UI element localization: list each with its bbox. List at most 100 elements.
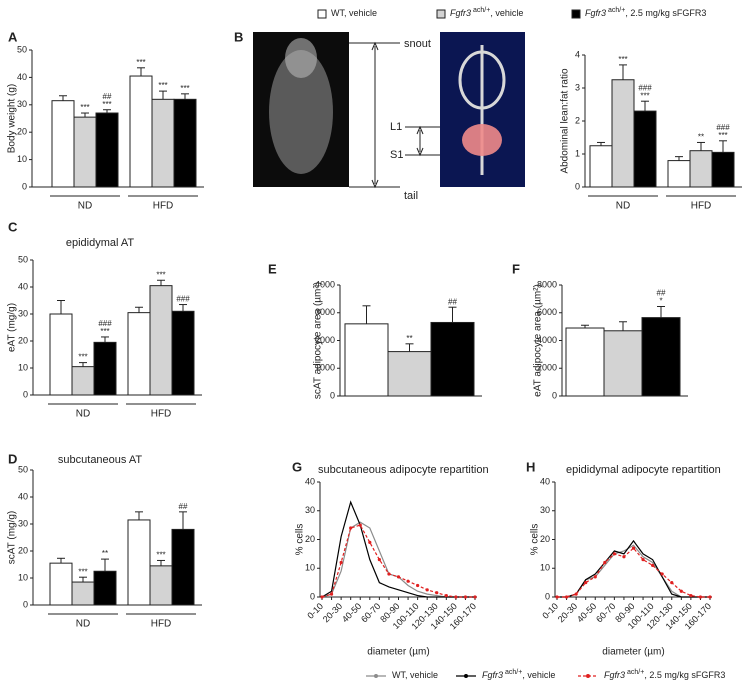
significance: ***: [156, 551, 165, 560]
chart-title: subcutaneous adipocyte repartition: [318, 464, 489, 476]
y-tick-label: 0: [552, 390, 557, 400]
marker: [651, 563, 655, 567]
legend-text: , 2.5 mg/kg sFGFR3: [644, 670, 725, 680]
y-tick-label: 4: [575, 49, 580, 59]
y-axis-label: Body weight (g): [7, 84, 18, 153]
y-tick-label: 2000: [537, 363, 557, 373]
bar: [73, 116, 97, 188]
legend-sup: ach/+: [627, 669, 644, 676]
y-tick-label: 8000: [537, 279, 557, 289]
significance: **: [102, 549, 108, 558]
y-tick-label: 50: [17, 44, 27, 54]
marker: [329, 592, 334, 596]
marker: [463, 595, 468, 599]
bar: [171, 310, 195, 396]
y-tick-label: 4000: [315, 279, 335, 289]
marker: [622, 555, 626, 559]
y-tick-label: 0: [545, 591, 550, 601]
panel-letter: F: [512, 261, 520, 276]
legend-gene: Fgfr3: [482, 670, 503, 680]
significance: ##: [179, 502, 188, 511]
image-label: L1: [390, 121, 402, 133]
marker: [631, 546, 636, 550]
bar: [430, 321, 475, 397]
y-axis-label: scAT (mg/g): [7, 511, 18, 565]
marker: [670, 581, 674, 585]
legend-label: Fgfr3 ach/+, 2.5 mg/kg sFGFR3: [604, 669, 725, 681]
panel-letter: E: [268, 261, 277, 276]
significance: ***: [618, 55, 627, 64]
legend-marker: [374, 674, 378, 678]
bar: [565, 327, 605, 397]
significance: ***: [78, 567, 87, 576]
y-axis-label: eAT (mg/g): [7, 303, 18, 352]
x-tick-label: HFD: [691, 201, 712, 212]
y-axis-label: % cells: [295, 524, 306, 556]
marker: [339, 560, 343, 565]
y-tick-label: 20: [17, 127, 27, 137]
significance: ***: [718, 131, 727, 140]
significance: ##: [657, 289, 666, 298]
x-tick-label: 60-70: [359, 601, 382, 624]
significance: ###: [176, 295, 190, 304]
legend-gene: Fgfr3: [450, 8, 471, 18]
marker: [435, 591, 439, 595]
legend-label: Fgfr3 ach/+, 2.5 mg/kg sFGFR3: [585, 7, 706, 19]
bar: [51, 100, 75, 188]
significance: ##: [448, 297, 457, 306]
marker: [698, 595, 703, 599]
y-axis-label: eAT adipocyte area (µm²): [533, 284, 544, 397]
bar: [667, 160, 691, 188]
significance: ***: [100, 327, 109, 336]
legend-sup: ach/+: [473, 7, 490, 14]
significance: *: [659, 297, 662, 306]
significance: ***: [640, 91, 649, 100]
marker: [689, 593, 693, 598]
y-tick-label: 10: [540, 563, 550, 573]
y-tick-label: 30: [305, 505, 315, 515]
legend-text: , vehicle: [522, 670, 555, 680]
marker: [612, 552, 616, 556]
y-tick-label: 10: [305, 563, 315, 573]
x-tick-label: 20-30: [321, 601, 344, 624]
legend-swatch: [317, 9, 327, 19]
x-tick-label: HFD: [151, 619, 172, 630]
marker: [377, 558, 381, 562]
marker: [679, 589, 683, 593]
legend-text: , 2.5 mg/kg sFGFR3: [625, 8, 706, 18]
bar: [71, 366, 95, 396]
panel-letter: G: [292, 459, 302, 474]
legend-label: WT, vehicle: [331, 8, 377, 18]
significance: ***: [156, 270, 165, 279]
panel-letter: A: [8, 29, 18, 44]
marker: [473, 595, 477, 599]
significance: ***: [80, 103, 89, 112]
legend-swatch: [436, 9, 446, 19]
bar: [151, 98, 175, 188]
marker: [603, 560, 607, 565]
bar: [49, 313, 73, 396]
y-tick-label: 1: [575, 148, 580, 158]
marker: [396, 575, 401, 579]
y-tick-label: 3000: [315, 307, 335, 317]
y-tick-label: 30: [17, 99, 27, 109]
significance: **: [406, 334, 412, 343]
y-axis-label: scAT adipocyte area (µm²): [313, 282, 324, 399]
arrow-heads: [371, 41, 379, 189]
panel-letter: D: [8, 451, 17, 466]
y-tick-label: 30: [540, 505, 550, 515]
marker: [358, 523, 362, 527]
y-tick-label: 30: [18, 518, 28, 528]
legend-gene: Fgfr3: [604, 670, 625, 680]
marker: [574, 592, 578, 596]
ct-fat: [462, 124, 502, 156]
x-tick-label: 20-30: [556, 601, 579, 624]
legend-gene: Fgfr3: [585, 8, 606, 18]
y-tick-label: 4000: [537, 335, 557, 345]
x-axis-label: diameter (µm): [367, 647, 429, 658]
marker: [416, 583, 420, 588]
y-tick-label: 2: [575, 115, 580, 125]
legend-sup: ach/+: [505, 669, 522, 676]
y-tick-label: 50: [18, 254, 28, 264]
